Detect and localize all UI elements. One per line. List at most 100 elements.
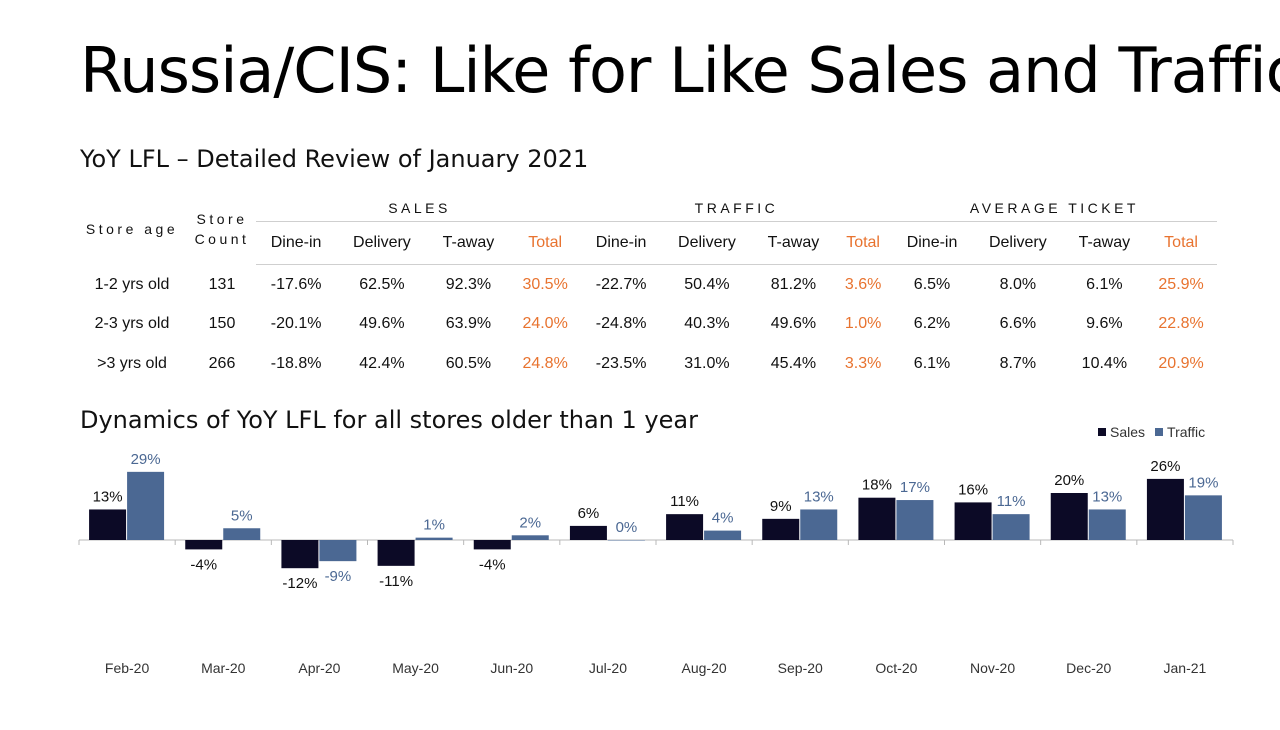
- data-label-sales: -11%: [379, 573, 413, 590]
- data-label-traffic: 11%: [997, 493, 1026, 510]
- table-subheader-row: Dine-in Delivery T-away Total Dine-in De…: [76, 221, 1217, 265]
- x-tick-label: Jan-21: [1164, 660, 1207, 676]
- row-store-age: >3 yrs old: [97, 354, 167, 372]
- bar-traffic: [896, 500, 934, 540]
- cell-traffic-dinein: -23.5%: [595, 354, 647, 372]
- group-header-sales: SALES: [388, 199, 451, 216]
- cell-ticket-taway: 9.6%: [1086, 315, 1123, 333]
- cell-traffic-total: 3.6%: [844, 275, 882, 293]
- cell-sales-total: 30.5%: [522, 275, 568, 293]
- data-label-traffic: 19%: [1188, 474, 1218, 491]
- cell-sales-delivery: 49.6%: [359, 315, 405, 333]
- subheader-ticket-dinein: Dine-in: [891, 221, 973, 265]
- table-group-header-row: Store age Store Count SALES TRAFFIC AVER…: [76, 194, 1217, 248]
- data-label-traffic: 1%: [423, 517, 445, 534]
- legend-swatch-sales: [1098, 428, 1106, 436]
- data-label-traffic: 0%: [616, 519, 638, 536]
- cell-traffic-taway: 49.6%: [770, 315, 817, 333]
- data-label-traffic: 2%: [519, 514, 541, 531]
- cell-traffic-total: 3.3%: [844, 354, 882, 372]
- x-tick-label: Oct-20: [875, 660, 917, 676]
- data-label-traffic: 17%: [900, 479, 930, 496]
- data-label-sales: -4%: [479, 556, 506, 573]
- x-tick-label: Jun-20: [490, 660, 533, 676]
- x-tick-label: Mar-20: [201, 660, 246, 676]
- cell-sales-delivery: 42.4%: [359, 354, 405, 372]
- x-tick-label: Dec-20: [1066, 660, 1111, 676]
- x-tick-label: Aug-20: [682, 660, 727, 676]
- subheader-sales-dinein: Dine-in: [256, 221, 337, 265]
- cell-ticket-taway: 6.1%: [1086, 275, 1123, 293]
- bar-sales: [185, 540, 223, 550]
- cell-ticket-total: 25.9%: [1158, 275, 1204, 293]
- subheader-traffic-taway: T-away: [752, 221, 835, 265]
- data-label-sales: -12%: [282, 575, 317, 592]
- data-label-traffic: 13%: [804, 488, 834, 505]
- subheader-ticket-taway: T-away: [1063, 221, 1146, 265]
- row-store-count: 266: [208, 354, 236, 372]
- x-tick-label: Sep-20: [778, 660, 823, 676]
- bar-traffic: [704, 530, 742, 540]
- data-label-sales: 26%: [1150, 458, 1180, 475]
- header-store-age: Store age: [85, 221, 179, 238]
- bar-traffic: [223, 528, 261, 540]
- header-store-count-line2: Count: [194, 231, 250, 248]
- cell-ticket-delivery: 8.0%: [999, 275, 1037, 293]
- cell-traffic-taway: 45.4%: [770, 354, 817, 372]
- cell-sales-total: 24.8%: [522, 354, 568, 372]
- bar-traffic: [1184, 495, 1222, 540]
- cell-sales-dinein: -18.8%: [270, 354, 322, 372]
- x-tick-label: Apr-20: [298, 660, 340, 676]
- subheader-sales-total: Total: [509, 221, 582, 265]
- subheader-sales-taway: T-away: [427, 221, 510, 265]
- cell-ticket-total: 20.9%: [1158, 354, 1204, 372]
- data-label-sales: 13%: [93, 488, 123, 505]
- cell-traffic-delivery: 50.4%: [684, 275, 730, 293]
- legend-label-traffic: Traffic: [1167, 424, 1206, 440]
- data-label-sales: -4%: [190, 556, 217, 573]
- subheader-traffic-delivery: Delivery: [661, 221, 753, 265]
- bar-traffic: [319, 540, 357, 562]
- data-label-traffic: 13%: [1092, 488, 1122, 505]
- data-label-sales: 9%: [770, 498, 792, 515]
- bar-traffic: [992, 514, 1030, 540]
- legend-label-sales: Sales: [1110, 424, 1146, 440]
- table-row: 1-2 yrs old 131 -17.6% 62.5% 92.3% 30.5%…: [76, 265, 1217, 305]
- cell-sales-taway: 92.3%: [445, 275, 492, 293]
- cell-ticket-delivery: 8.7%: [999, 354, 1037, 372]
- row-store-count: 150: [208, 315, 236, 333]
- row-store-age: 1-2 yrs old: [94, 275, 170, 293]
- cell-traffic-dinein: -22.7%: [595, 275, 647, 293]
- table-subtitle: YoY LFL – Detailed Review of January 202…: [80, 145, 589, 173]
- data-label-traffic: 29%: [131, 451, 161, 468]
- data-label-traffic: 5%: [231, 507, 253, 524]
- bar-sales: [473, 540, 511, 550]
- page-title: Russia/CIS: Like for Like Sales and Traf…: [80, 34, 1280, 107]
- cell-ticket-taway: 10.4%: [1081, 354, 1128, 372]
- bar-traffic: [511, 535, 549, 540]
- table-row: 2-3 yrs old 150 -20.1% 49.6% 63.9% 24.0%…: [76, 305, 1217, 345]
- cell-ticket-dinein: 6.5%: [913, 275, 951, 293]
- bar-traffic: [1088, 509, 1126, 540]
- data-label-sales: 20%: [1054, 472, 1084, 489]
- cell-traffic-taway: 81.2%: [770, 275, 817, 293]
- x-tick-label: Nov-20: [970, 660, 1015, 676]
- cell-sales-dinein: -20.1%: [270, 315, 322, 333]
- subheader-sales-delivery: Delivery: [336, 221, 428, 265]
- cell-traffic-delivery: 31.0%: [684, 354, 730, 372]
- data-label-sales: 18%: [862, 477, 892, 494]
- data-label-sales: 16%: [958, 481, 988, 498]
- table-row: >3 yrs old 266 -18.8% 42.4% 60.5% 24.8% …: [76, 344, 1217, 384]
- group-header-average-ticket: AVERAGE TICKET: [969, 199, 1139, 216]
- row-store-count: 131: [208, 275, 236, 293]
- cell-ticket-delivery: 6.6%: [999, 315, 1037, 333]
- data-label-traffic: 4%: [712, 510, 734, 527]
- cell-ticket-dinein: 6.1%: [913, 354, 951, 372]
- subheader-traffic-total: Total: [834, 221, 892, 265]
- bar-sales: [1050, 493, 1088, 540]
- chart-title: Dynamics of YoY LFL for all stores older…: [80, 406, 698, 434]
- x-tick-label: Jul-20: [589, 660, 627, 676]
- bar-traffic: [415, 537, 453, 540]
- data-label-sales: 11%: [670, 493, 699, 510]
